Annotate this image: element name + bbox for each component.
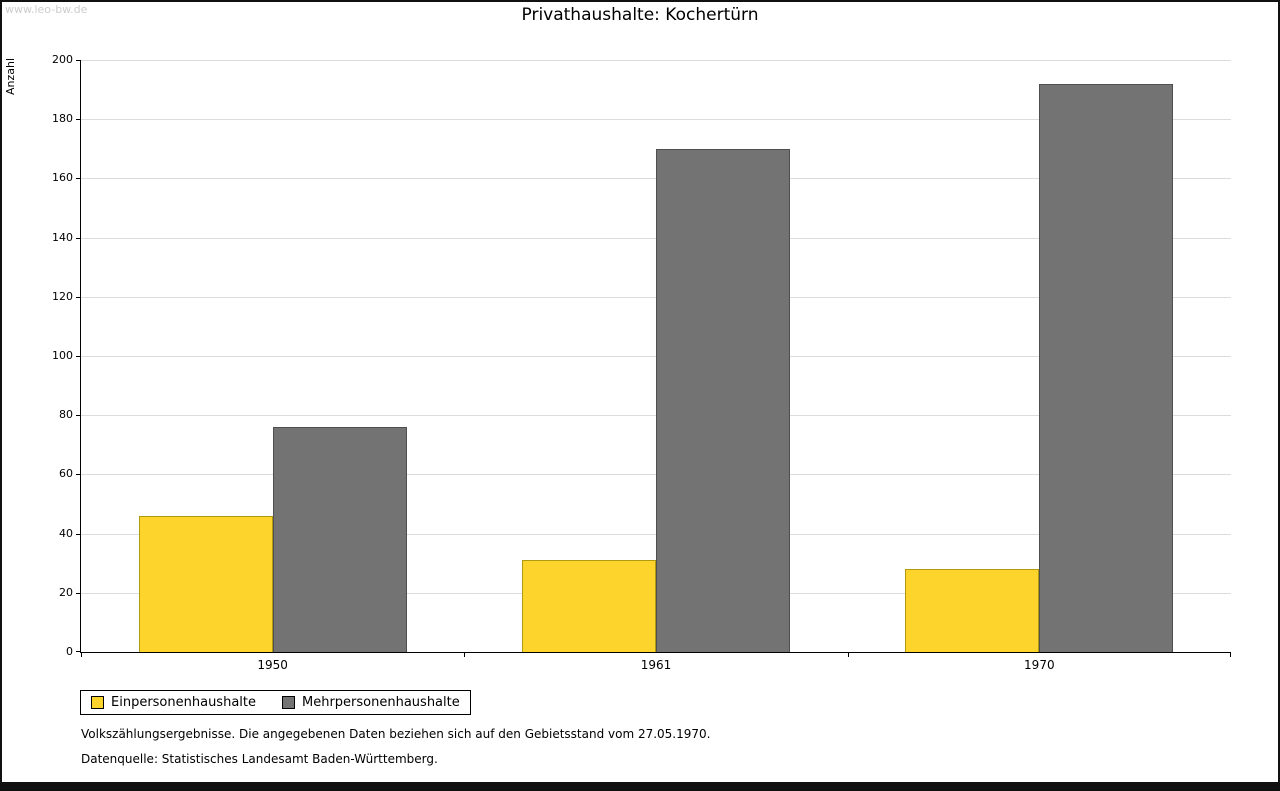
legend: Einpersonenhaushalte Mehrpersonenhaushal… — [80, 690, 471, 715]
watermark: www.leo-bw.de — [5, 3, 88, 16]
y-tick-mark-200 — [76, 60, 80, 61]
y-tick-label-40: 40 — [59, 526, 73, 540]
bar-mehrpersonenhaushalte-1950 — [272, 427, 407, 652]
y-tick-label-120: 120 — [52, 289, 73, 303]
plot-area: 0 20 40 60 80 100 120 140 160 180 200 1950 1961 1970 — [52, 54, 1231, 672]
y-tick-mark-100 — [76, 356, 80, 357]
y-tick-mark-120 — [76, 296, 80, 298]
y-tick-mark-160 — [76, 178, 80, 180]
x-category-label-1970: 1970 — [1024, 658, 1055, 672]
y-tick-label-160: 160 — [52, 171, 73, 185]
x-tick-mark-0 — [81, 653, 82, 657]
y-tick-label-140: 140 — [52, 230, 73, 244]
footnote-data-source: Datenquelle: Statistisches Landesamt Bad… — [81, 752, 438, 766]
y-tick-mark-40 — [76, 533, 80, 535]
legend-item-mehrpersonenhaushalte: Mehrpersonenhaushalte — [282, 695, 460, 710]
y-tick-label-100: 100 — [52, 349, 73, 362]
y-tick-label-80: 80 — [59, 408, 73, 422]
y-tick-label-60: 60 — [59, 467, 73, 481]
bar-einpersonenhaushalte-1961 — [521, 560, 656, 652]
y-tick-mark-0 — [76, 651, 80, 652]
bar-einpersonenhaushalte-1970 — [905, 569, 1040, 652]
x-tick-mark-3 — [1230, 653, 1231, 657]
footnote-source-note: Volkszählungsergebnisse. Die angegebenen… — [81, 727, 711, 741]
y-axis-title: Anzahl — [4, 57, 17, 95]
y-tick-label-0: 0 — [66, 645, 73, 658]
chart-title: Privathaushalte: Kochertürn — [521, 5, 759, 25]
bar-mehrpersonenhaushalte-1970 — [1039, 83, 1174, 652]
legend-label: Einpersonenhaushalte — [111, 695, 256, 710]
x-category-label-1950: 1950 — [257, 658, 288, 672]
legend-swatch-mehrpersonenhaushalte — [282, 696, 295, 709]
x-category-label-1961: 1961 — [640, 658, 672, 672]
y-tick-mark-20 — [76, 592, 80, 594]
x-tick-mark-2 — [847, 653, 849, 657]
gridline-y-200 — [81, 60, 1231, 61]
y-tick-mark-80 — [76, 415, 80, 417]
legend-swatch-einpersonenhaushalte — [91, 696, 104, 709]
y-tick-mark-140 — [76, 237, 80, 239]
y-tick-mark-60 — [76, 474, 80, 476]
legend-item-einpersonenhaushalte: Einpersonenhaushalte — [91, 695, 256, 710]
y-tick-mark-180 — [76, 119, 80, 121]
bar-mehrpersonenhaushalte-1961 — [656, 148, 791, 652]
bar-einpersonenhaushalte-1950 — [138, 515, 273, 652]
legend-label: Mehrpersonenhaushalte — [302, 695, 460, 710]
y-tick-label-200: 200 — [52, 53, 73, 66]
gridline-y-180 — [81, 119, 1231, 121]
y-tick-label-20: 20 — [59, 585, 73, 599]
x-tick-mark-1 — [464, 653, 466, 657]
y-tick-label-180: 180 — [52, 112, 73, 126]
